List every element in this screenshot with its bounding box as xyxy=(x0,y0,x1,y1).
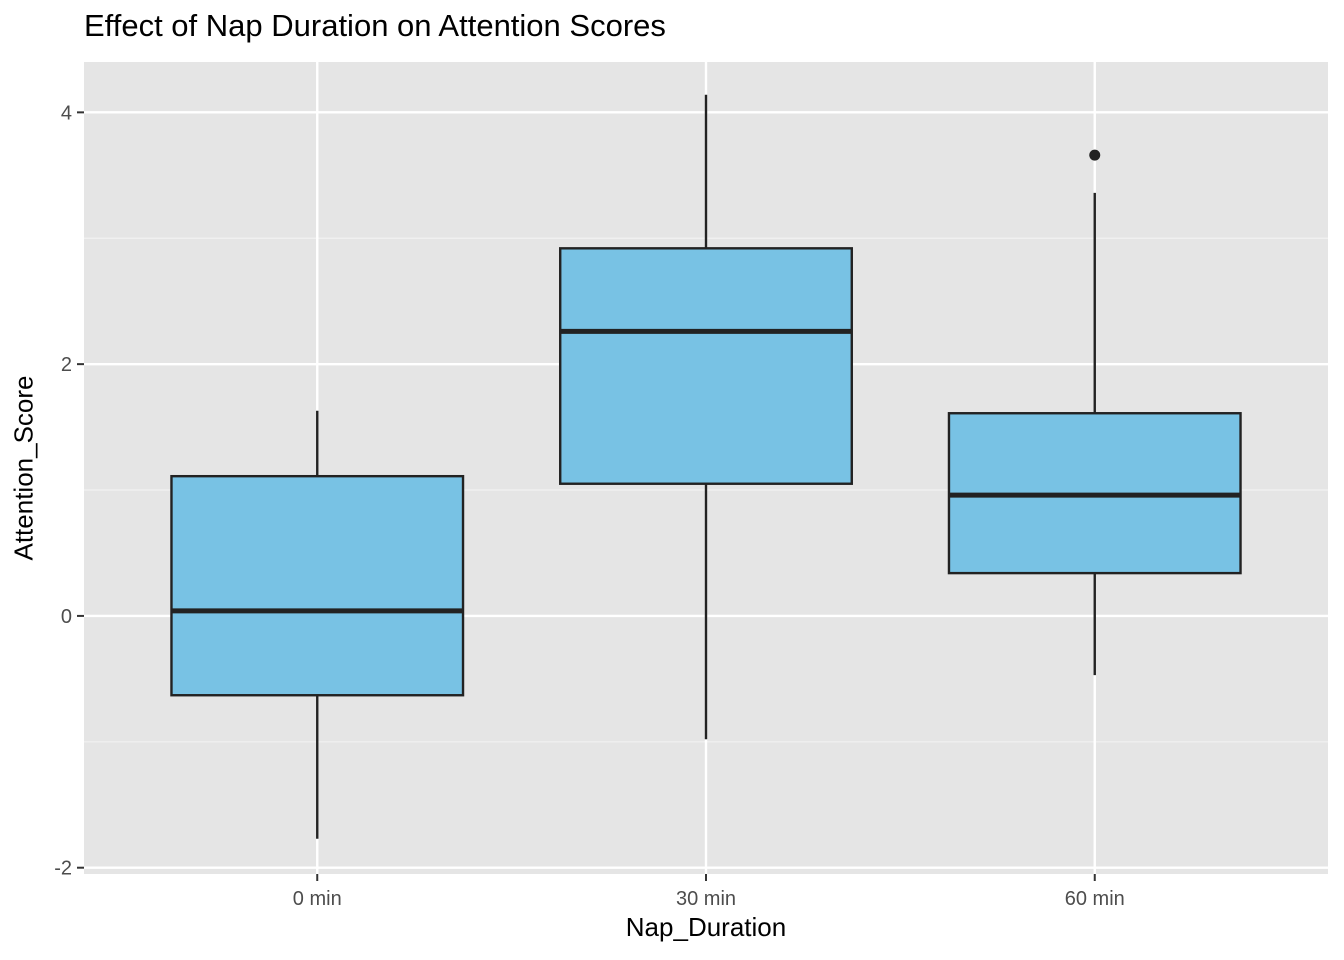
y-tick-label: -2 xyxy=(54,858,72,880)
x-tick-label: 60 min xyxy=(1065,888,1125,910)
y-tick-label: 2 xyxy=(61,354,72,376)
y-tick-label: 0 xyxy=(61,606,72,628)
y-axis-title: Attention_Score xyxy=(8,375,39,561)
y-tick-label: 4 xyxy=(61,102,72,124)
box xyxy=(170,474,465,697)
box xyxy=(559,247,853,485)
x-tick-label: 30 min xyxy=(676,888,736,910)
x-tick-label: 0 min xyxy=(293,888,342,910)
x-axis-title: Nap_Duration xyxy=(625,912,787,942)
outlier-point xyxy=(1089,149,1101,161)
chart-title: Effect of Nap Duration on Attention Scor… xyxy=(84,8,666,43)
